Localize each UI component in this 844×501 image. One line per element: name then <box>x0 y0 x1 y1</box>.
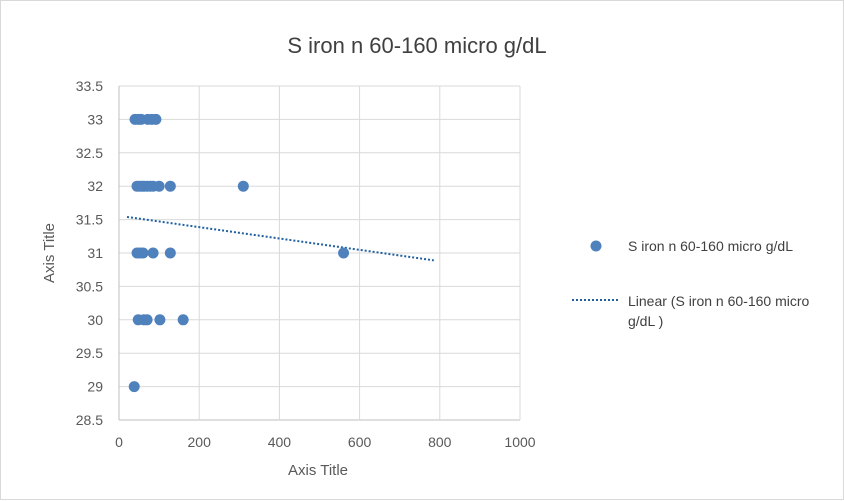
y-tick-label: 29.5 <box>76 345 103 361</box>
x-tick-label: 400 <box>268 434 292 450</box>
legend: S iron n 60-160 micro g/dL Linear (S iro… <box>572 238 813 329</box>
x-tick-label: 200 <box>188 434 212 450</box>
y-tick-label: 32.5 <box>76 145 103 161</box>
y-tick-label: 31.5 <box>76 212 103 228</box>
data-point <box>147 247 159 259</box>
y-tick-label: 33 <box>87 111 103 127</box>
legend-label-trendline: Linear (S iron n 60-160 micro g/dL ) <box>628 293 813 329</box>
x-tick-label: 1000 <box>504 434 535 450</box>
legend-marker-series <box>590 240 602 252</box>
gridlines <box>118 85 521 421</box>
data-point <box>153 180 165 192</box>
y-tick-label: 30.5 <box>76 278 103 294</box>
data-point <box>150 113 162 125</box>
y-tick-label: 33.5 <box>76 78 103 94</box>
data-point <box>237 180 249 192</box>
y-tick-label: 29 <box>87 379 103 395</box>
data-point <box>164 180 176 192</box>
data-point <box>128 381 140 393</box>
data-point <box>141 314 153 326</box>
data-point <box>164 247 176 259</box>
chart-title: S iron n 60-160 micro g/dL <box>287 33 546 58</box>
data-point <box>338 247 350 259</box>
data-point <box>154 314 166 326</box>
data-points <box>128 113 350 393</box>
y-tick-label: 28.5 <box>76 412 103 428</box>
legend-trendline-line-1: Linear (S iron n 60-160 micro <box>628 293 810 309</box>
data-point <box>177 314 189 326</box>
x-tick-label: 600 <box>348 434 372 450</box>
y-tick-label: 31 <box>87 245 103 261</box>
x-axis-title: Axis Title <box>288 462 348 479</box>
tick-labels: 28.5 29 29.5 30 30.5 31 31.5 32 32.5 33 33.5 0 200 40… <box>76 78 536 450</box>
x-tick-label: 0 <box>115 434 123 450</box>
legend-trendline-line-2: g/dL ) <box>628 313 663 329</box>
y-axis-title: Axis Title <box>41 223 58 283</box>
y-tick-label: 32 <box>87 178 103 194</box>
legend-label-series: S iron n 60-160 micro g/dL <box>628 238 793 254</box>
data-point <box>137 247 149 259</box>
x-tick-label: 800 <box>428 434 452 450</box>
y-tick-label: 30 <box>87 312 103 328</box>
